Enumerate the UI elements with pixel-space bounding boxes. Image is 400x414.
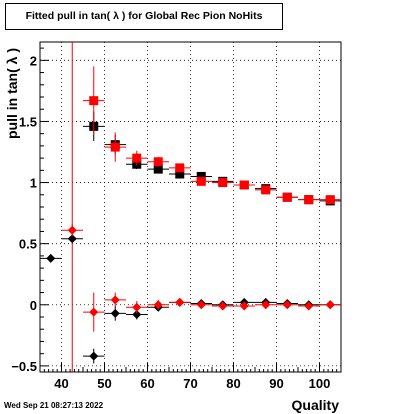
tick-labels: 40 50 60 70 80 90 100 −0.5 0 0.5 1 1.5 2	[11, 53, 330, 391]
diamond-marker	[304, 301, 314, 311]
diamond-marker	[46, 253, 56, 263]
data-point	[233, 301, 255, 311]
diamond-marker	[67, 225, 77, 235]
data-point	[40, 253, 62, 263]
data-point	[190, 300, 212, 310]
data-point	[298, 195, 320, 205]
x-tick-label: 70	[183, 376, 197, 391]
data-point	[104, 132, 126, 162]
data-point	[169, 297, 191, 307]
square-marker	[153, 164, 163, 174]
y-tick-label: 1	[30, 176, 37, 191]
timestamp: Wed Sep 21 08:27:13 2022	[4, 401, 104, 410]
x-tick-label: 60	[140, 376, 154, 391]
data-point	[83, 66, 105, 135]
x-tick-label: 50	[97, 376, 111, 391]
x-tick-label: 100	[309, 376, 331, 391]
square-marker	[282, 192, 292, 202]
square-marker	[132, 153, 142, 163]
data-point	[169, 163, 191, 173]
x-tick-label: 80	[226, 376, 240, 391]
diamond-marker	[282, 300, 292, 310]
data-point	[61, 234, 83, 244]
square-marker	[89, 96, 99, 106]
axes	[39, 41, 342, 373]
diamond-marker	[239, 301, 249, 311]
diamond-marker	[110, 295, 120, 305]
data-point	[255, 185, 277, 195]
data-point	[61, 224, 83, 237]
series-1	[83, 66, 341, 205]
data-point	[212, 301, 234, 311]
y-tick-label: 2	[30, 53, 37, 68]
chart-title: Fitted pull in tan( λ ) for Global Rec P…	[5, 3, 283, 30]
square-marker	[196, 171, 206, 181]
data-point	[83, 292, 105, 332]
square-marker	[239, 180, 249, 190]
data-point	[104, 306, 126, 321]
data-points	[40, 66, 341, 364]
data-point	[319, 195, 341, 205]
data-point	[126, 150, 148, 166]
diamond-marker	[218, 301, 228, 311]
diamond-marker	[110, 308, 120, 318]
y-tick-label: 0.5	[19, 237, 37, 252]
series-3	[61, 224, 341, 332]
x-axis-label: Quality	[291, 397, 339, 413]
square-marker	[261, 185, 271, 195]
data-point	[276, 192, 298, 202]
data-point	[83, 348, 105, 364]
data-point	[298, 301, 320, 311]
data-point	[255, 300, 277, 310]
diamond-marker	[175, 297, 185, 307]
y-axis-label: pull in tan( λ )	[4, 48, 20, 139]
data-point	[147, 299, 169, 310]
series-0	[83, 111, 341, 206]
diamond-marker	[89, 307, 99, 317]
diamond-marker	[261, 300, 271, 310]
square-marker	[325, 195, 335, 205]
data-point	[190, 176, 212, 186]
diamond-marker	[132, 310, 142, 320]
y-tick-label: 1.5	[19, 114, 37, 129]
data-point	[147, 156, 169, 167]
square-marker	[175, 163, 185, 173]
square-marker	[110, 142, 120, 152]
diamond-marker	[325, 300, 335, 310]
diamond-marker	[89, 351, 99, 361]
square-marker	[304, 195, 314, 205]
data-point	[319, 300, 341, 310]
grid-lines	[40, 42, 341, 372]
data-point	[212, 178, 234, 188]
data-point	[276, 300, 298, 310]
square-marker	[196, 176, 206, 186]
x-tick-label: 90	[269, 376, 283, 391]
data-point	[233, 180, 255, 190]
y-tick-label: 0	[30, 298, 37, 313]
diamond-marker	[132, 302, 142, 312]
square-marker	[175, 169, 185, 179]
diamond-marker	[67, 234, 77, 244]
x-tick-label: 40	[54, 376, 68, 391]
data-point	[104, 292, 126, 308]
y-tick-label: −0.5	[11, 359, 37, 374]
diamond-marker	[153, 300, 163, 310]
square-marker	[218, 178, 228, 188]
square-marker	[153, 157, 163, 167]
diamond-marker	[196, 300, 206, 310]
data-point	[126, 301, 148, 314]
